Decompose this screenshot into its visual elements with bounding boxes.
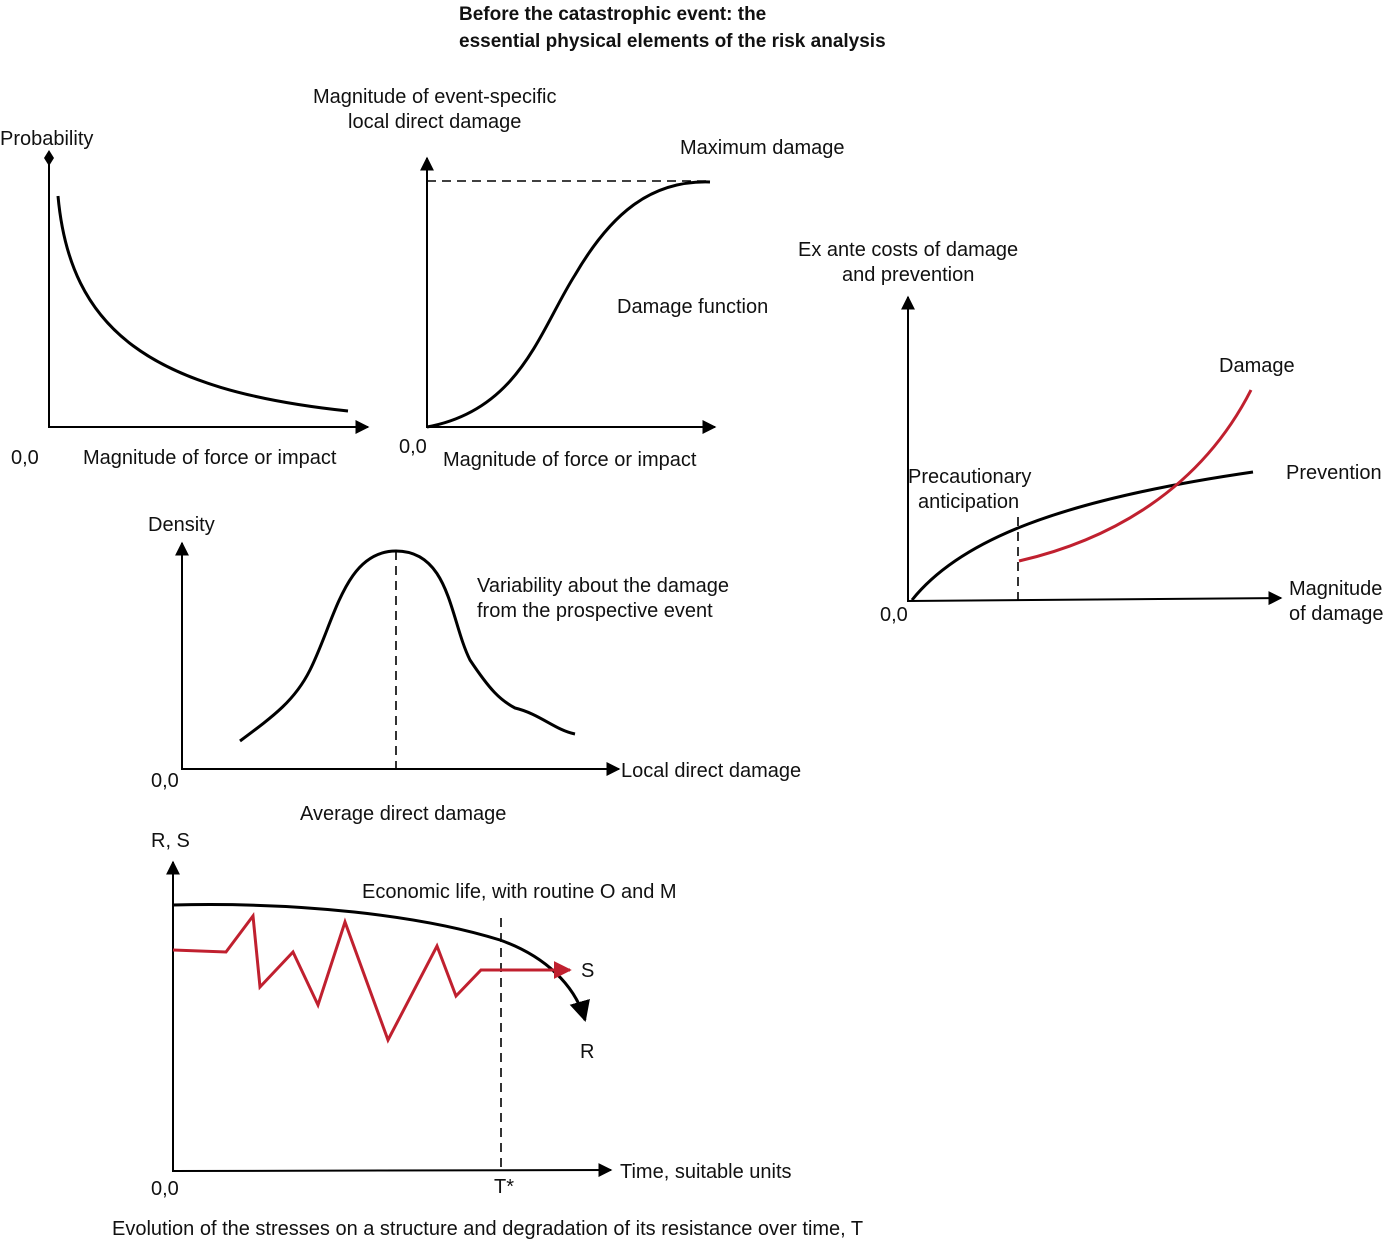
costs-origin-label: 0,0 — [880, 604, 908, 626]
costs-x-label-line2: of damage — [1289, 603, 1384, 625]
costs-y-label-line1: Ex ante costs of damage — [798, 239, 1018, 261]
panel-costs: Ex ante costs of damage and prevention D… — [798, 239, 1384, 626]
density-x-label: Local direct damage — [621, 760, 801, 782]
resistance-r-label: R — [580, 1041, 594, 1063]
density-y-label: Density — [148, 514, 215, 536]
panel-damage-function: Magnitude of event-specific local direct… — [313, 86, 845, 471]
prevention-cost-curve — [910, 470, 1254, 601]
figure-title-line2: essential physical elements of the risk … — [459, 31, 886, 52]
stress-s-label: S — [581, 960, 594, 982]
panel-density: Density Variability about the damage fro… — [148, 514, 801, 825]
damage-function-curve-label: Damage function — [617, 296, 768, 318]
probability-y-label: Probability — [0, 128, 93, 150]
panel-probability: Probability 0,0 Magnitude of force or im… — [0, 128, 370, 469]
costs-x-label-line1: Magnitude — [1289, 578, 1382, 600]
economic-life-label: Economic life, with routine O and M — [362, 881, 677, 903]
resistance-curve — [172, 903, 590, 1023]
damage-function-x-label: Magnitude of force or impact — [443, 449, 697, 471]
damage-function-y-label-line2: local direct damage — [348, 111, 521, 133]
probability-x-label: Magnitude of force or impact — [83, 447, 337, 469]
stress-curve — [172, 912, 572, 1044]
damage-function-y-label-line1: Magnitude of event-specific — [313, 86, 556, 108]
t-star-label: T* — [494, 1176, 514, 1198]
probability-decay-curve — [56, 195, 349, 413]
time-x-label: Time, suitable units — [620, 1161, 792, 1183]
figure-title-line1: Before the catastrophic event: the — [459, 4, 766, 25]
density-bell-curve — [239, 549, 576, 743]
probability-axis-tip-icon — [44, 150, 54, 166]
maximum-damage-label: Maximum damage — [680, 137, 845, 159]
damage-function-origin-label: 0,0 — [399, 436, 427, 458]
prevention-curve-label: Prevention — [1286, 462, 1382, 484]
costs-x-axis — [907, 591, 1283, 606]
damage-function-curve — [426, 180, 711, 429]
resistance-y-label: R, S — [151, 830, 190, 852]
average-damage-label: Average direct damage — [300, 803, 506, 825]
resistance-origin-label: 0,0 — [151, 1178, 179, 1200]
density-annotation-line2: from the prospective event — [477, 600, 713, 622]
panel-resistance: R, S Economic life, with routine O and M… — [112, 830, 863, 1240]
damage-curve-label: Damage — [1219, 355, 1295, 377]
resistance-x-axis — [172, 1163, 613, 1178]
probability-origin-label: 0,0 — [11, 447, 39, 469]
precautionary-label-line2: anticipation — [918, 491, 1019, 513]
damage-cost-curve — [1018, 389, 1253, 563]
costs-y-label-line2: and prevention — [842, 264, 974, 286]
density-origin-label: 0,0 — [151, 770, 179, 792]
resistance-caption: Evolution of the stresses on a structure… — [112, 1218, 863, 1240]
precautionary-label-line1: Precautionary — [908, 466, 1031, 488]
density-annotation-line1: Variability about the damage — [477, 575, 729, 597]
